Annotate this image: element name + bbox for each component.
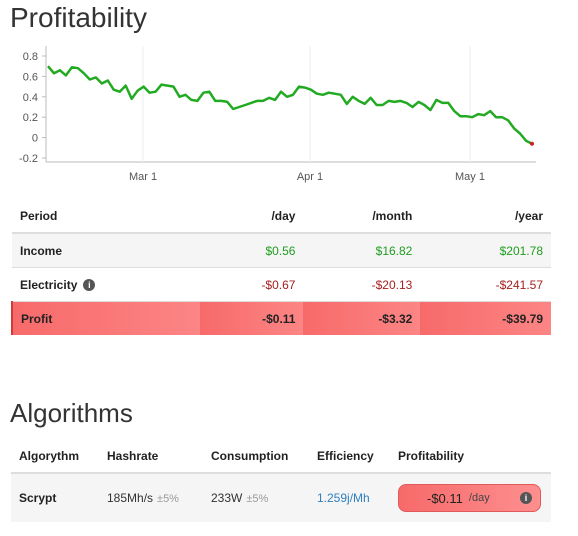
consumption-value: 233W: [211, 491, 243, 505]
table-row: Scrypt 185Mh/s ±5% 233W ±5% 1.259j/Mh -$0.…: [11, 473, 551, 522]
income-day: $0.56: [200, 232, 304, 268]
income-year: $201.78: [420, 232, 551, 268]
y-tick-label: 0.8: [23, 51, 38, 63]
hashrate-value: 185Mh/s: [107, 491, 154, 505]
header-day: /day: [200, 200, 304, 234]
algorithms-table: Algorythm Hashrate Consumption Efficienc…: [11, 440, 551, 522]
series-line: [47, 65, 533, 145]
info-icon[interactable]: i: [83, 279, 96, 292]
income-month: $16.82: [303, 232, 421, 268]
x-tick-label: Apr 1: [297, 171, 323, 183]
series-end-point: [530, 141, 534, 146]
income-label: Income: [12, 232, 201, 268]
x-tick-label: Mar 1: [129, 171, 157, 183]
algorithms-title: Algorithms: [10, 398, 133, 428]
electricity-row: Electricity i -$0.67 -$20.13 -$241.57: [12, 267, 551, 302]
profit-unit: /day: [468, 492, 490, 504]
y-tick-label: -0.2: [19, 153, 38, 165]
table-header-row: Period /day /month /year: [12, 200, 551, 234]
header-year: /year: [420, 200, 551, 234]
consumption-tolerance: ±5%: [246, 493, 269, 505]
income-row: Income $0.56 $16.82 $201.78: [12, 232, 551, 268]
header-efficiency: Efficiency: [309, 440, 390, 474]
profit-year: -$39.79: [420, 301, 551, 335]
profitability-badge[interactable]: -$0.11 /day i: [398, 484, 541, 512]
algo-header-row: Algorythm Hashrate Consumption Efficienc…: [11, 440, 551, 474]
profit-month: -$3.32: [303, 301, 421, 335]
profit-day: -$0.11: [200, 301, 304, 335]
profitability-chart: 0.8 0.6 0.4 0.2 0 -0.2 Mar 1 Apr 1 May 1: [19, 46, 536, 183]
header-period: Period: [12, 200, 201, 234]
profitability-table: Period /day /month /year Income $0.56 $1…: [10, 200, 551, 335]
profit-value: -$0.11: [427, 490, 463, 506]
y-tick-label: 0.4: [23, 92, 38, 104]
efficiency-value: 1.259j/Mh: [309, 473, 390, 522]
x-tick-label: May 1: [455, 171, 485, 183]
header-month: /month: [303, 200, 421, 234]
hashrate-tolerance: ±5%: [157, 493, 179, 505]
chart-grid: [42, 46, 536, 163]
profitability-title: Profitability: [10, 2, 147, 33]
electricity-year: -$241.57: [420, 267, 551, 302]
header-profitability: Profitability: [390, 440, 551, 474]
hashrate-cell: 185Mh/s ±5%: [99, 473, 203, 522]
profit-label: Profit: [10, 301, 201, 335]
algo-name: Scrypt: [11, 473, 99, 522]
electricity-day: -$0.67: [200, 267, 304, 302]
header-algorythm: Algorythm: [11, 440, 99, 474]
electricity-month: -$20.13: [303, 267, 421, 302]
info-icon[interactable]: i: [520, 492, 532, 504]
chart-x-ticks: Mar 1 Apr 1 May 1: [129, 171, 485, 183]
electricity-cell: Electricity i: [12, 267, 201, 302]
chart-series: [47, 65, 534, 146]
header-consumption: Consumption: [203, 440, 309, 474]
y-tick-label: 0.6: [23, 71, 38, 83]
y-tick-label: 0: [32, 133, 38, 145]
y-tick-label: 0.2: [23, 112, 38, 124]
profit-row: Profit -$0.11 -$3.32 -$39.79: [10, 301, 551, 335]
consumption-cell: 233W ±5%: [203, 473, 309, 522]
chart-y-ticks: 0.8 0.6 0.4 0.2 0 -0.2: [19, 51, 38, 165]
electricity-label: Electricity: [20, 277, 78, 292]
profitability-cell: -$0.11 /day i: [390, 473, 551, 522]
header-hashrate: Hashrate: [99, 440, 203, 474]
